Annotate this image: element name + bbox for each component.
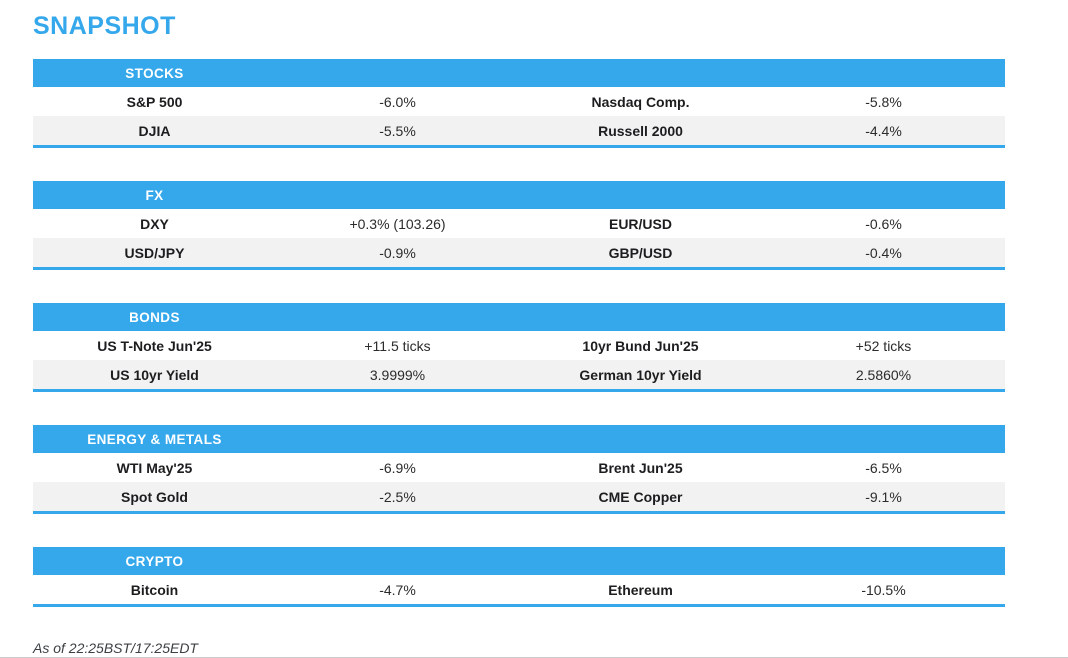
instrument-value: -5.5% (379, 122, 416, 139)
instrument-label: CME Copper (598, 488, 683, 505)
table-row: US T-Note Jun'25 +11.5 ticks 10yr Bund J… (33, 331, 1005, 360)
instrument-value: -6.9% (379, 459, 416, 476)
instrument-label: S&P 500 (126, 93, 183, 110)
table-row: WTI May'25 -6.9% Brent Jun'25 -6.5% (33, 453, 1005, 482)
table-row: DJIA -5.5% Russell 2000 -4.4% (33, 116, 1005, 145)
instrument-value: -4.4% (865, 122, 902, 139)
section-table-bonds: BONDS US T-Note Jun'25 +11.5 ticks 10yr … (33, 303, 1005, 392)
instrument-value: -5.8% (865, 93, 902, 110)
section-title: ENERGY & METALS (87, 431, 222, 447)
instrument-label: WTI May'25 (116, 459, 193, 476)
instrument-value: 3.9999% (369, 366, 426, 383)
as-of-timestamp: As of 22:25BST/17:25EDT (33, 640, 198, 656)
instrument-value: -0.9% (379, 244, 416, 261)
page-title: SNAPSHOT (33, 12, 176, 40)
table-row: DXY +0.3% (103.26) EUR/USD -0.6% (33, 209, 1005, 238)
instrument-value: +52 ticks (855, 337, 912, 354)
instrument-label: Russell 2000 (598, 122, 683, 139)
section-header: FX (33, 181, 1005, 209)
instrument-label: Nasdaq Comp. (591, 93, 690, 110)
section-table-energy-metals: ENERGY & METALS WTI May'25 -6.9% Brent J… (33, 425, 1005, 514)
section-header: CRYPTO (33, 547, 1005, 575)
instrument-value: -0.4% (865, 244, 902, 261)
instrument-value: -4.7% (379, 581, 416, 598)
instrument-label: Bitcoin (130, 581, 179, 598)
section-table-fx: FX DXY +0.3% (103.26) EUR/USD -0.6% USD/… (33, 181, 1005, 270)
instrument-label: Ethereum (608, 581, 673, 598)
instrument-value: -9.1% (865, 488, 902, 505)
table-row: Bitcoin -4.7% Ethereum -10.5% (33, 575, 1005, 604)
instrument-label: Brent Jun'25 (598, 459, 683, 476)
section-table-crypto: CRYPTO Bitcoin -4.7% Ethereum -10.5% (33, 547, 1005, 607)
section-header: BONDS (33, 303, 1005, 331)
section-header: STOCKS (33, 59, 1005, 87)
section-title: FX (145, 187, 164, 203)
section-table-stocks: STOCKS S&P 500 -6.0% Nasdaq Comp. -5.8% … (33, 59, 1005, 148)
instrument-label: EUR/USD (608, 215, 672, 232)
instrument-label: Spot Gold (121, 488, 188, 505)
instrument-label: GBP/USD (608, 244, 673, 261)
table-row: US 10yr Yield 3.9999% German 10yr Yield … (33, 360, 1005, 389)
section-title: CRYPTO (125, 553, 184, 569)
instrument-value: +0.3% (103.26) (349, 215, 446, 232)
instrument-value: -0.6% (865, 215, 902, 232)
instrument-label: German 10yr Yield (579, 366, 702, 383)
instrument-value: -10.5% (861, 581, 906, 598)
instrument-label: US T-Note Jun'25 (97, 337, 212, 354)
section-title: STOCKS (125, 65, 184, 81)
instrument-value: -6.5% (865, 459, 902, 476)
instrument-label: 10yr Bund Jun'25 (582, 337, 699, 354)
table-row: Spot Gold -2.5% CME Copper -9.1% (33, 482, 1005, 511)
instrument-label: DXY (140, 215, 169, 232)
instrument-label: USD/JPY (124, 244, 185, 261)
snapshot-tables: STOCKS S&P 500 -6.0% Nasdaq Comp. -5.8% … (0, 59, 1068, 607)
table-row: S&P 500 -6.0% Nasdaq Comp. -5.8% (33, 87, 1005, 116)
section-title: BONDS (129, 309, 180, 325)
instrument-label: US 10yr Yield (110, 366, 199, 383)
instrument-value: -2.5% (379, 488, 416, 505)
table-row: USD/JPY -0.9% GBP/USD -0.4% (33, 238, 1005, 267)
instrument-label: DJIA (138, 122, 171, 139)
instrument-value: +11.5 ticks (364, 337, 431, 354)
section-header: ENERGY & METALS (33, 425, 1005, 453)
instrument-value: -6.0% (379, 93, 416, 110)
instrument-value: 2.5860% (855, 366, 912, 383)
